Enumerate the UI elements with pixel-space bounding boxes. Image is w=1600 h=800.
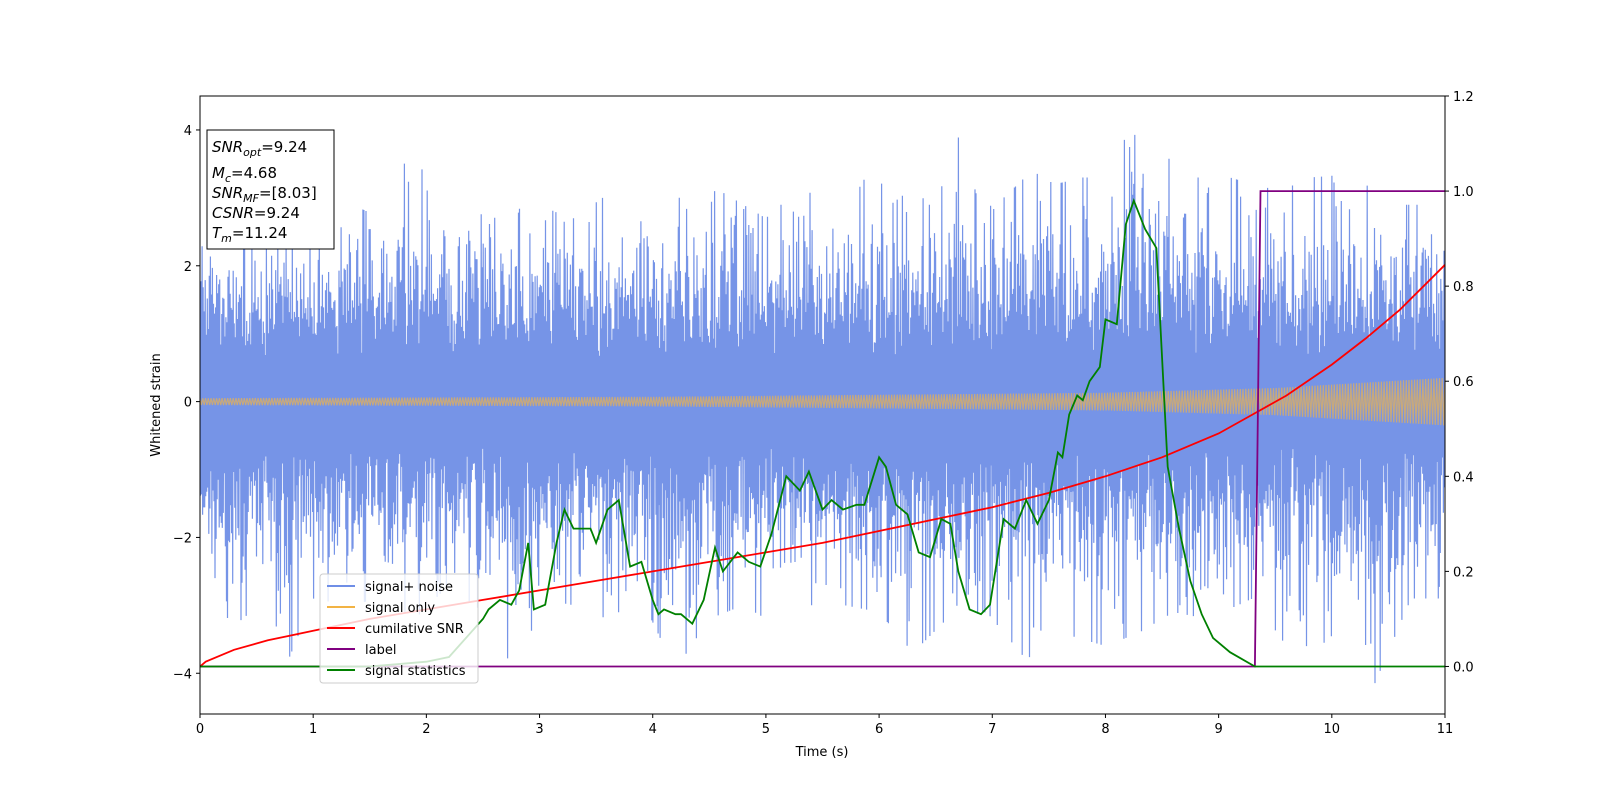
y-tick-label: −4 [173,667,192,682]
series-signal-noise [200,134,1445,684]
y-tick-label: −2 [173,531,192,546]
x-tick-label: 3 [535,722,543,737]
x-tick-label: 2 [422,722,430,737]
y2-tick-label: 0.0 [1453,660,1474,675]
y2-tick-label: 0.6 [1453,375,1474,390]
info-box-frame [206,129,335,250]
info-snr-mf: SNRMF=[8.03] [212,184,317,205]
y2-tick-label: 1.0 [1453,185,1474,200]
legend: signal+ noise signal only cumilative SNR… [319,573,479,684]
series-signal-statistics [200,197,1445,668]
info-box: SNRopt=9.24 Mc=4.68 SNRMF=[8.03] CSNR=9.… [206,129,335,250]
x-tick-label: 4 [649,722,657,737]
y-tick-label: 2 [184,260,192,275]
x-axis-title: Time (s) [795,745,849,760]
y2-tick-label: 0.2 [1453,565,1474,580]
info-mc: Mc=4.68 [212,164,277,185]
series-signal-only [200,377,1445,426]
y2-tick-label: 0.4 [1453,470,1474,485]
legend-label-signal-noise: signal+ noise [365,580,453,595]
legend-label-cumulative-snr: cumilative SNR [365,622,464,637]
x-tick-label: 11 [1437,722,1454,737]
y2-tick-label: 0.8 [1453,280,1474,295]
x-tick-label: 1 [309,722,317,737]
legend-label-signal-statistics: signal statistics [365,664,466,679]
y-tick-label: 0 [184,396,192,411]
y2-tick-label: 1.2 [1453,90,1474,105]
y2-axis: 0.0 0.2 0.4 0.6 0.8 1.0 1.2 [1445,90,1474,675]
plot-frame [199,95,1446,715]
y-axis: −4 −2 0 2 4 [173,124,200,682]
series-label [200,190,1445,668]
legend-label-label: label [365,643,396,658]
y-axis-title: Whitened strain [149,353,164,456]
x-tick-label: 7 [988,722,996,737]
x-tick-label: 10 [1324,722,1341,737]
x-tick-label: 6 [875,722,883,737]
legend-frame [319,573,479,684]
x-tick-label: 5 [762,722,770,737]
x-tick-label: 8 [1101,722,1109,737]
y-tick-label: 4 [184,124,192,139]
legend-label-signal-only: signal only [365,601,435,616]
x-axis: 0 1 2 3 4 5 6 7 8 9 10 11 [196,714,1453,737]
info-tm: Tm=11.24 [212,224,287,245]
info-csnr: CSNR=9.24 [212,204,300,222]
x-tick-label: 9 [1214,722,1222,737]
x-tick-label: 0 [196,722,204,737]
info-snr-opt: SNRopt=9.24 [212,138,307,159]
